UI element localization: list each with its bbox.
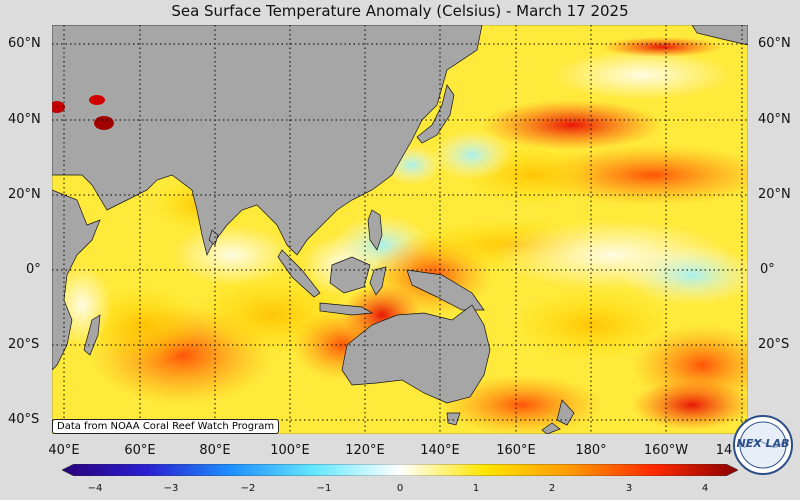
- land-masses: [52, 25, 748, 434]
- lat-label-right-0: 0°: [760, 262, 775, 277]
- data-source-note: Data from NOAA Coral Reef Watch Program: [52, 419, 280, 434]
- lat-label-right-20n: 20°N: [758, 187, 791, 202]
- colorbar-tick-neg3: −3: [163, 483, 179, 494]
- lon-label-100e: 100°E: [270, 443, 310, 458]
- logo-text: NEX LAB: [737, 437, 790, 450]
- java: [319, 302, 374, 316]
- lon-label-180: 180°: [575, 443, 607, 458]
- map-title: Sea Surface Temperature Anomaly (Celsius…: [171, 2, 629, 20]
- lat-label-right-60n: 60°N: [758, 36, 791, 51]
- colorbar-ramp: [62, 464, 738, 476]
- lon-label-140w: 14: [715, 443, 733, 458]
- colorbar-tick-4: 4: [701, 483, 709, 494]
- borneo: [329, 256, 371, 294]
- sst-anomaly-map: [52, 25, 748, 434]
- lat-label-left-0: 0°: [26, 262, 41, 277]
- lon-label-140e: 140°E: [420, 443, 460, 458]
- lat-label-left-20s: 20°S: [8, 337, 40, 352]
- africa-landmass: [52, 189, 101, 371]
- colorbar-tick-3: 3: [625, 483, 633, 494]
- lat-label-left-20n: 20°N: [8, 187, 41, 202]
- new-zealand-south: [541, 422, 561, 434]
- lon-label-40e: 40°E: [48, 443, 80, 458]
- sulawesi: [369, 266, 387, 296]
- colorbar-tick-neg2: −2: [240, 483, 256, 494]
- alaska: [691, 25, 748, 46]
- colorbar-tick-neg4: −4: [87, 483, 103, 494]
- lat-label-left-40s: 40°S: [8, 412, 40, 427]
- new-zealand: [556, 399, 575, 426]
- lon-label-120e: 120°E: [345, 443, 385, 458]
- eurasia-landmass: [52, 25, 483, 257]
- lat-label-right-20s: 20°S: [758, 337, 790, 352]
- lat-label-left-40n: 40°N: [8, 112, 41, 127]
- sumatra: [277, 249, 321, 298]
- sri-lanka: [208, 229, 219, 246]
- lon-label-80e: 80°E: [199, 443, 231, 458]
- colorbar-tick-0: 0: [396, 483, 404, 494]
- lon-label-60e: 60°E: [124, 443, 156, 458]
- inland-seas: [52, 95, 114, 130]
- philippines: [367, 209, 383, 251]
- lat-label-right-40n: 40°N: [758, 112, 791, 127]
- lat-label-left-60n: 60°N: [8, 36, 41, 51]
- colorbar-tick-2: 2: [548, 483, 556, 494]
- tasmania: [446, 412, 461, 426]
- graticule: [52, 25, 748, 434]
- nexlab-logo: NEX LAB: [733, 415, 793, 475]
- colorbar-tick-neg1: −1: [316, 483, 332, 494]
- colorbar-tick-1: 1: [472, 483, 480, 494]
- japan: [416, 84, 455, 144]
- australia: [341, 304, 491, 404]
- colorbar: [62, 464, 738, 476]
- lon-label-160w: 160°W: [643, 443, 689, 458]
- lon-label-160e: 160°E: [496, 443, 536, 458]
